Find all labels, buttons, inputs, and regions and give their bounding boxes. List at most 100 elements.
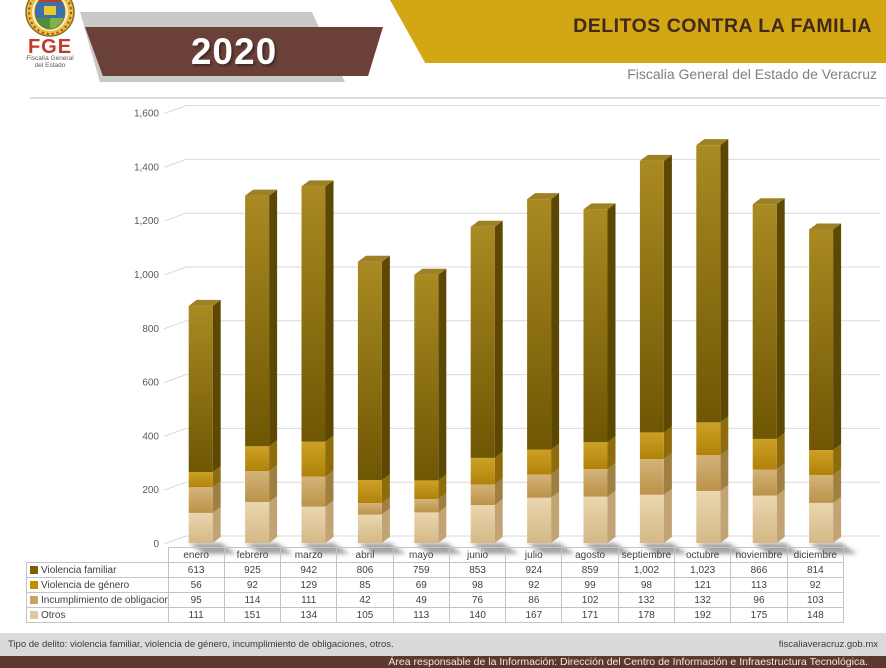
value-cell: 1,023 (674, 562, 732, 578)
legend-label: Violencia de género (41, 579, 130, 591)
value-cell: 113 (730, 577, 788, 593)
chart-gridline-connector (163, 212, 187, 222)
bar-top-face (245, 189, 278, 196)
bar-segment-front (696, 490, 721, 543)
bar-segment-side (607, 203, 616, 443)
month-header-marzo: marzo (280, 547, 338, 563)
value-cell: 49 (392, 592, 450, 608)
value-cell: 96 (730, 592, 788, 608)
legend-cell: Otros (26, 607, 169, 623)
value-cell: 95 (167, 592, 225, 608)
bar-segment-front (470, 505, 495, 543)
website-link[interactable]: fiscaliaveracruz.gob.mx (778, 639, 878, 650)
table-row: Violencia familiar 613 925 942 806 759 853 924 8… (26, 562, 845, 578)
value-cell: 98 (448, 577, 507, 593)
table-row: Otros 111 151 134 105 113 140 167 171 178 192 175 14… (26, 607, 845, 623)
bar-segment-side (551, 193, 560, 450)
bar-segment-front (752, 469, 777, 496)
bar-segment-side (212, 481, 221, 513)
value-cell: 151 (223, 607, 282, 623)
bar-segment-front (414, 499, 439, 513)
bar-segment-front (301, 476, 326, 507)
bar-segment-front (414, 274, 439, 481)
bar-top-face (639, 154, 672, 161)
value-cell: 140 (448, 607, 507, 623)
value-cell: 114 (223, 592, 282, 608)
bar-segment-side (833, 223, 842, 451)
bar-segment-side (494, 220, 503, 458)
bar-segment-side (438, 474, 447, 500)
bar-segment-front (357, 261, 382, 481)
bar-segment-side (551, 491, 560, 543)
value-cell: 105 (336, 607, 394, 623)
bar-septiembre (639, 154, 672, 543)
value-cell: 129 (280, 577, 338, 593)
bar-segment-front (357, 503, 382, 515)
legend-cell: Incumplimiento de obligaciones (26, 592, 169, 608)
value-cell: 69 (392, 577, 450, 593)
value-cell: 103 (786, 592, 845, 608)
month-header-julio: julio (505, 547, 563, 563)
bar-segment-front (470, 484, 495, 506)
legend-cell: Violencia de género (26, 577, 169, 593)
bar-segment-side (663, 452, 672, 495)
value-cell: 192 (674, 607, 732, 623)
chart-gridline-connector (163, 105, 187, 115)
bar-top-face (809, 223, 842, 230)
value-cell: 942 (280, 562, 338, 578)
bar-segment-side (381, 474, 390, 504)
stacked-bar-chart: 0 200 400 600 800 1,000 1,200 1,400 1,600 (134, 105, 880, 554)
bar-segment-front (527, 497, 552, 543)
bar-segment-side (269, 440, 278, 472)
bar-marzo (301, 180, 334, 543)
value-cell: 859 (561, 562, 619, 578)
month-header-agosto: agosto (561, 547, 619, 563)
bar-segment-side (494, 451, 503, 485)
bar-segment-front (470, 457, 495, 485)
bar-segment-side (212, 299, 221, 472)
header-divider (30, 97, 886, 99)
title-banner: DELITOS CONTRA LA FAMILIA (390, 0, 886, 63)
bar-segment-side (381, 497, 390, 515)
y-axis-label: 0 (153, 539, 159, 550)
bar-segment-front (696, 422, 721, 456)
bar-segment-front (188, 305, 213, 472)
table-row: Incumplimiento de obligaciones 95 114 111 42… (26, 592, 845, 608)
bar-segment-front (752, 438, 777, 470)
bar-segment-front (809, 450, 834, 475)
bar-top-face (527, 193, 560, 200)
bar-top-face (301, 180, 334, 187)
bar-segment-front (639, 432, 664, 459)
value-cell: 132 (674, 592, 732, 608)
value-cell: 806 (336, 562, 394, 578)
bar-segment-side (438, 493, 447, 513)
legend-label: Incumplimiento de obligaciones (41, 594, 168, 606)
bar-segment-side (607, 490, 616, 543)
bar-segment-front (752, 495, 777, 543)
year-banner: 2020 (85, 27, 383, 76)
month-header-abril: abril (336, 547, 394, 563)
chart-gridline-connector (163, 535, 187, 545)
value-cell: 42 (336, 592, 394, 608)
bar-top-face (696, 139, 729, 146)
bar-segment-side (494, 499, 503, 543)
bar-noviembre (752, 198, 785, 543)
page-title: DELITOS CONTRA LA FAMILIA (573, 15, 872, 37)
chart-gridline-connector (163, 266, 187, 276)
bar-segment-front (639, 458, 664, 495)
bar-segment-side (776, 463, 785, 496)
value-cell: 613 (167, 562, 225, 578)
footer-note-bar: Tipo de delito: violencia familiar, viol… (0, 633, 886, 656)
bar-segment-side (663, 488, 672, 543)
bar-segment-side (325, 435, 334, 477)
value-cell: 113 (392, 607, 450, 623)
value-cell: 866 (730, 562, 788, 578)
bar-segment-front (583, 209, 608, 443)
value-cell: 178 (617, 607, 676, 623)
y-axis-label: 1,400 (134, 162, 159, 173)
bar-segment-front (752, 204, 777, 439)
bar-segment-side (833, 496, 842, 543)
fge-subtitle-line1: Fiscalía General (26, 55, 74, 62)
month-header-junio: junio (448, 547, 507, 563)
